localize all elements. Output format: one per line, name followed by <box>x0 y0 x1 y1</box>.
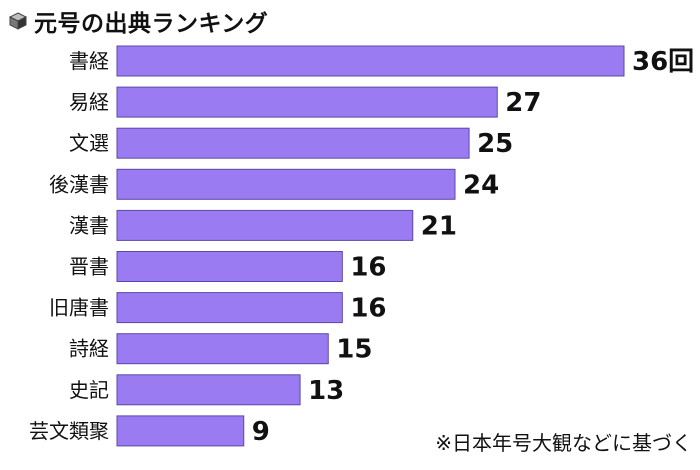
bar <box>116 168 456 200</box>
data-label: 16 <box>350 253 386 283</box>
bar <box>116 45 625 77</box>
category-label: 書経 <box>69 49 109 73</box>
category-label: 詩経 <box>69 337 109 361</box>
data-label: 13 <box>308 376 344 406</box>
bar <box>116 374 301 406</box>
data-label: 36回 <box>632 47 694 77</box>
data-label: 9 <box>252 417 270 447</box>
bar <box>116 127 470 159</box>
chart-title: 元号の出典ランキング <box>34 11 269 37</box>
category-label: 漢書 <box>69 213 109 237</box>
data-label: 15 <box>336 335 372 365</box>
category-label: 芸文類聚 <box>29 419 109 443</box>
chart-header: 元号の出典ランキング <box>8 4 268 38</box>
data-label: 25 <box>477 129 513 159</box>
category-label: 晋書 <box>69 255 109 279</box>
category-label: 文選 <box>69 131 109 155</box>
data-label: 16 <box>350 294 386 324</box>
data-label: 27 <box>505 88 541 118</box>
category-label: 後漢書 <box>49 172 109 196</box>
bar <box>116 292 343 324</box>
data-label: 24 <box>463 170 499 200</box>
category-label: 易経 <box>69 90 109 114</box>
bar <box>116 415 245 447</box>
bar <box>116 209 414 241</box>
data-label: 21 <box>421 211 457 241</box>
source-note: ※日本年号大観などに基づく <box>435 431 692 455</box>
bar <box>116 333 329 365</box>
bar <box>116 86 498 118</box>
category-label: 旧唐書 <box>49 296 109 320</box>
cube-icon <box>8 12 28 30</box>
category-label: 史記 <box>69 378 109 402</box>
bar <box>116 251 343 282</box>
